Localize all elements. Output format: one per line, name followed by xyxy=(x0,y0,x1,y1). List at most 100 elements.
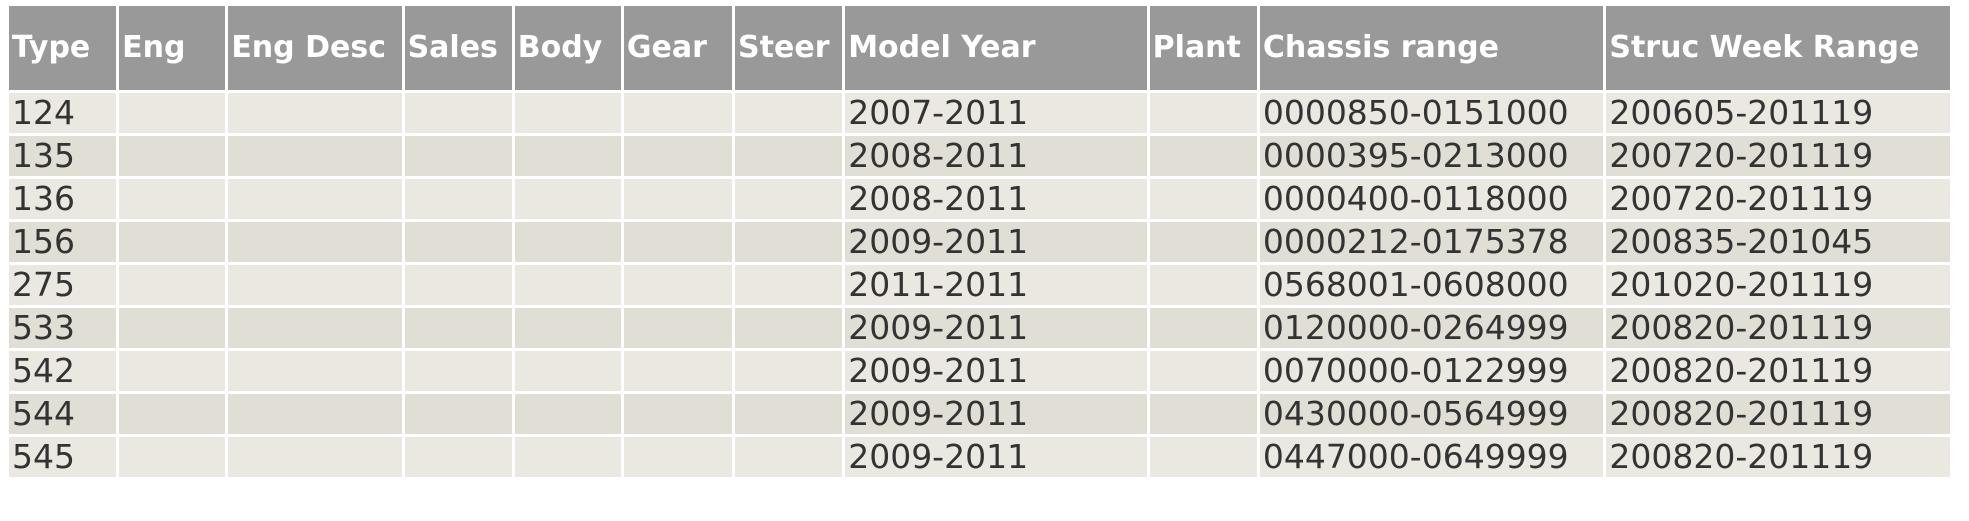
table-row: 156 2009-2011 0000212-0175378 200835-201045 xyxy=(5,219,1953,265)
empty-cell xyxy=(116,176,229,222)
table-cell: 201020-201119 xyxy=(1603,262,1953,308)
empty-cell xyxy=(225,391,405,437)
empty-cell xyxy=(401,90,515,136)
table-cell: 0000212-0175378 xyxy=(1256,219,1607,265)
column-header: Chassis range xyxy=(1256,3,1607,93)
empty-cell xyxy=(116,434,229,480)
empty-cell xyxy=(511,219,624,265)
table-cell: 200835-201045 xyxy=(1603,219,1953,265)
empty-cell xyxy=(511,133,624,179)
table-row: 275 2011-2011 0568001-0608000 201020-201119 xyxy=(5,262,1953,308)
empty-cell xyxy=(1146,391,1260,437)
table-cell: 200820-201119 xyxy=(1603,391,1953,437)
empty-cell xyxy=(732,391,846,437)
column-header: Steer xyxy=(732,3,846,93)
column-header: Sales xyxy=(401,3,515,93)
empty-cell xyxy=(116,391,229,437)
empty-cell xyxy=(732,133,846,179)
empty-cell xyxy=(401,305,515,351)
header-row: Type Eng Eng Desc Sales Body Gear Steer Model Y… xyxy=(5,3,1953,93)
empty-cell xyxy=(1146,176,1260,222)
table-row: 135 2008-2011 0000395-0213000 200720-201119 xyxy=(5,133,1953,179)
table-cell: 200820-201119 xyxy=(1603,348,1953,394)
table-cell: 136 xyxy=(5,176,120,222)
empty-cell xyxy=(620,305,736,351)
table-row: 136 2008-2011 0000400-0118000 200720-201119 xyxy=(5,176,1953,222)
empty-cell xyxy=(732,219,846,265)
table-row: 544 2009-2011 0430000-0564999 200820-201119 xyxy=(5,391,1953,437)
table-row: 533 2009-2011 0120000-0264999 200820-201119 xyxy=(5,305,1953,351)
empty-cell xyxy=(620,434,736,480)
empty-cell xyxy=(620,176,736,222)
empty-cell xyxy=(225,90,405,136)
table-cell: 544 xyxy=(5,391,120,437)
empty-cell xyxy=(225,348,405,394)
empty-cell xyxy=(116,348,229,394)
table-cell: 2009-2011 xyxy=(842,305,1150,351)
table-cell: 200820-201119 xyxy=(1603,305,1953,351)
empty-cell xyxy=(620,391,736,437)
empty-cell xyxy=(511,391,624,437)
table-row: 545 2009-2011 0447000-0649999 200820-201119 xyxy=(5,434,1953,480)
table-cell: 0120000-0264999 xyxy=(1256,305,1607,351)
empty-cell xyxy=(401,133,515,179)
empty-cell xyxy=(225,219,405,265)
table-cell: 0447000-0649999 xyxy=(1256,434,1607,480)
empty-cell xyxy=(225,133,405,179)
empty-cell xyxy=(511,262,624,308)
table-cell: 156 xyxy=(5,219,120,265)
column-header: Type xyxy=(5,3,120,93)
table-row: 542 2009-2011 0070000-0122999 200820-201119 xyxy=(5,348,1953,394)
table-cell: 275 xyxy=(5,262,120,308)
empty-cell xyxy=(620,348,736,394)
empty-cell xyxy=(401,434,515,480)
empty-cell xyxy=(620,90,736,136)
column-header: Eng Desc xyxy=(225,3,405,93)
table-row: 124 2007-2011 0000850-0151000 200605-201119 xyxy=(5,90,1953,136)
empty-cell xyxy=(1146,305,1260,351)
column-header: Plant xyxy=(1146,3,1260,93)
table-cell: 2009-2011 xyxy=(842,434,1150,480)
data-table: Type Eng Eng Desc Sales Body Gear Steer Model Y… xyxy=(5,3,1953,480)
empty-cell xyxy=(116,133,229,179)
table-cell: 0568001-0608000 xyxy=(1256,262,1607,308)
empty-cell xyxy=(1146,434,1260,480)
table-cell: 533 xyxy=(5,305,120,351)
empty-cell xyxy=(225,305,405,351)
empty-cell xyxy=(1146,348,1260,394)
table-cell: 2007-2011 xyxy=(842,90,1150,136)
column-header: Model Year xyxy=(842,3,1150,93)
empty-cell xyxy=(225,262,405,308)
table-cell: 545 xyxy=(5,434,120,480)
table-cell: 542 xyxy=(5,348,120,394)
empty-cell xyxy=(225,176,405,222)
table-cell: 200605-201119 xyxy=(1603,90,1953,136)
table-cell: 124 xyxy=(5,90,120,136)
table-cell: 200720-201119 xyxy=(1603,133,1953,179)
table-cell: 0070000-0122999 xyxy=(1256,348,1607,394)
table-cell: 2011-2011 xyxy=(842,262,1150,308)
table-cell: 2008-2011 xyxy=(842,133,1150,179)
table-cell: 2009-2011 xyxy=(842,391,1150,437)
empty-cell xyxy=(511,434,624,480)
empty-cell xyxy=(225,434,405,480)
empty-cell xyxy=(1146,90,1260,136)
table-cell: 135 xyxy=(5,133,120,179)
empty-cell xyxy=(620,219,736,265)
empty-cell xyxy=(620,133,736,179)
empty-cell xyxy=(511,305,624,351)
empty-cell xyxy=(401,219,515,265)
empty-cell xyxy=(511,176,624,222)
empty-cell xyxy=(1146,133,1260,179)
empty-cell xyxy=(401,262,515,308)
empty-cell xyxy=(401,176,515,222)
empty-cell xyxy=(732,176,846,222)
table-cell: 2009-2011 xyxy=(842,348,1150,394)
table-cell: 0430000-0564999 xyxy=(1256,391,1607,437)
empty-cell xyxy=(116,262,229,308)
empty-cell xyxy=(732,90,846,136)
empty-cell xyxy=(732,262,846,308)
table-cell: 200820-201119 xyxy=(1603,434,1953,480)
empty-cell xyxy=(116,90,229,136)
